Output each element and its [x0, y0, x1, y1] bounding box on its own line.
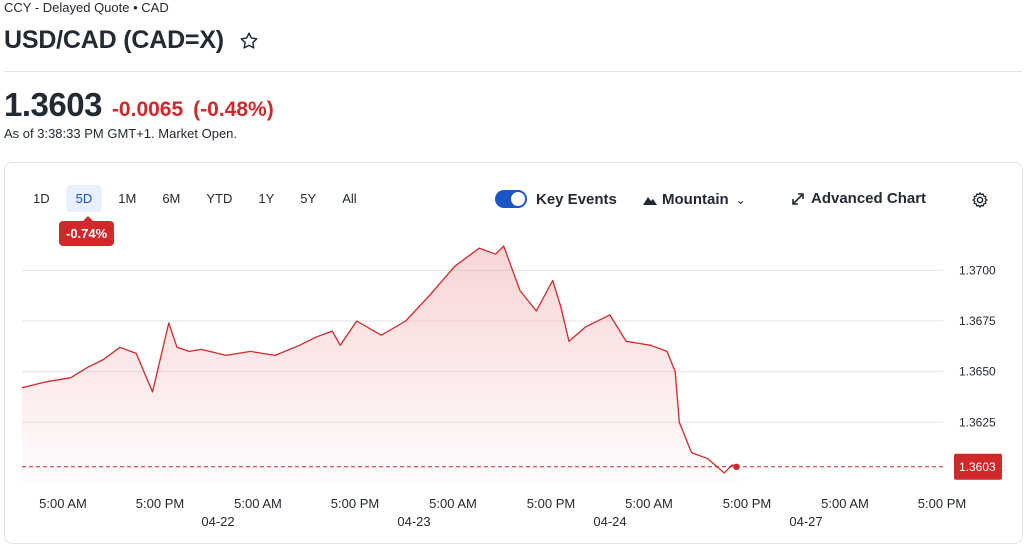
- divider: [4, 71, 1022, 72]
- last-value-label: 1.3603: [959, 460, 996, 474]
- range-button-1m[interactable]: 1M: [118, 191, 137, 206]
- series-line: [21, 245, 737, 474]
- key-events-toggle[interactable]: Key Events: [495, 190, 617, 208]
- series-area: [21, 246, 737, 483]
- range-button-ytd[interactable]: YTD: [206, 191, 233, 206]
- x-tick-label: 5:00 PM: [918, 496, 966, 511]
- range-button-5d[interactable]: 5D: [65, 185, 103, 212]
- x-tick-label: 5:00 AM: [39, 496, 87, 511]
- gear-icon[interactable]: [971, 191, 989, 209]
- date-label: 04-23: [397, 514, 430, 529]
- x-tick-label: 5:00 PM: [723, 496, 771, 511]
- x-tick-label: 5:00 AM: [429, 496, 477, 511]
- x-tick-label: 5:00 AM: [821, 496, 869, 511]
- quote-meta: CCY - Delayed Quote • CAD: [4, 0, 169, 15]
- mountain-icon: [643, 196, 657, 205]
- range-button-1y[interactable]: 1Y: [258, 191, 275, 206]
- star-icon[interactable]: [238, 30, 260, 52]
- range-button-1d[interactable]: 1D: [33, 191, 50, 206]
- key-events-label: Key Events: [536, 190, 617, 208]
- toggle-switch[interactable]: [495, 190, 527, 208]
- date-label: 04-22: [201, 514, 234, 529]
- price-row: 1.3603 -0.0065 (-0.48%): [4, 86, 274, 124]
- price-change: -0.0065: [111, 98, 184, 121]
- y-tick-label: 1.3650: [959, 365, 996, 379]
- last-point-marker: [733, 463, 740, 471]
- y-tick-label: 1.3700: [959, 263, 996, 277]
- advanced-chart-label: Advanced Chart: [811, 190, 927, 207]
- chart-panel: 1D 5D 1M 6M YTD 1Y 5Y All -0.74% Key Events Mou…: [4, 162, 1023, 544]
- x-tick-label: 5:00 AM: [234, 496, 282, 511]
- range-button-5y[interactable]: 5Y: [300, 191, 317, 206]
- page-title: USD/CAD (CAD=X): [4, 26, 224, 54]
- date-label: 04-27: [789, 514, 822, 529]
- chart-type-label: Mountain: [662, 191, 729, 208]
- expand-icon: [792, 192, 804, 205]
- chart-type-dropdown[interactable]: Mountain ⌄: [643, 191, 746, 208]
- x-tick-label: 5:00 PM: [331, 496, 379, 511]
- as-of-timestamp: As of 3:38:33 PM GMT+1. Market Open.: [4, 126, 238, 141]
- current-price: 1.3603: [4, 86, 102, 123]
- toggle-knob: [511, 192, 525, 206]
- price-chart[interactable]: 1.3700 1.3675 1.3650 1.3625 1.3603 5:00 AM 5:0…: [5, 163, 1020, 533]
- advanced-chart-button[interactable]: Advanced Chart: [791, 190, 926, 207]
- x-tick-label: 5:00 PM: [136, 496, 184, 511]
- range-button-6m[interactable]: 6M: [162, 191, 181, 206]
- y-tick-label: 1.3675: [959, 314, 996, 328]
- x-tick-label: 5:00 PM: [527, 496, 575, 511]
- range-performance-badge: -0.74%: [59, 216, 115, 246]
- last-value-badge: [954, 453, 1002, 480]
- chevron-down-icon: ⌄: [735, 192, 746, 207]
- range-button-all[interactable]: All: [342, 191, 357, 206]
- title-row: USD/CAD (CAD=X): [4, 26, 260, 55]
- y-tick-label: 1.3625: [959, 415, 996, 429]
- x-tick-label: 5:00 AM: [625, 496, 673, 511]
- date-label: 04-24: [593, 514, 626, 529]
- price-change-percent: (-0.48%): [193, 98, 274, 121]
- range-selector: 1D 5D 1M 6M YTD 1Y 5Y All: [23, 185, 373, 212]
